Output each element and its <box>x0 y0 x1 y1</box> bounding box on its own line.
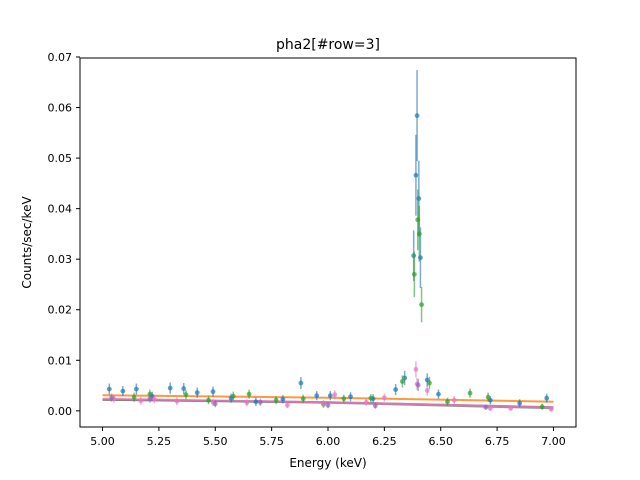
data-point-series-3-6 <box>244 400 250 406</box>
data-point-series-1-8 <box>210 389 216 395</box>
data-point-series-4-4 <box>257 399 263 405</box>
data-point-series-2-15 <box>416 231 422 237</box>
data-point-series-2-6 <box>246 391 252 397</box>
x-tick-label: 5.50 <box>203 435 228 448</box>
x-tick-label: 7.00 <box>541 435 566 448</box>
data-point-series-1-25 <box>436 391 441 397</box>
data-point-series-2-3 <box>183 392 189 398</box>
x-tick-label: 5.75 <box>259 435 284 448</box>
data-point-series-1-3 <box>133 386 139 392</box>
data-point-series-2-13 <box>411 271 417 277</box>
data-point-series-3-15 <box>451 397 457 403</box>
data-point-series-1-5 <box>167 385 173 391</box>
data-point-series-4-6 <box>372 403 378 409</box>
x-axis-label: Energy (keV) <box>289 456 366 470</box>
data-point-series-1-12 <box>298 380 304 386</box>
data-point-series-1-14 <box>327 393 333 399</box>
data-point-series-4-8 <box>483 404 489 410</box>
data-point-series-1-2 <box>120 388 126 394</box>
data-points <box>106 70 554 412</box>
x-tick-label: 6.75 <box>485 435 510 448</box>
data-point-series-1-15 <box>348 394 353 400</box>
y-tick-label: 0.00 <box>48 405 73 418</box>
data-point-series-1-7 <box>194 390 200 396</box>
y-tick-label: 0.04 <box>48 203 73 216</box>
data-point-series-1-20 <box>413 172 419 178</box>
data-point-series-4-3 <box>212 401 218 407</box>
data-point-series-3-7 <box>285 402 290 408</box>
x-tick-label: 5.25 <box>147 435 172 448</box>
data-point-series-2-4 <box>206 397 211 403</box>
data-point-series-3-4 <box>174 398 180 404</box>
data-point-series-3-2 <box>138 398 144 404</box>
data-point-series-2-17 <box>427 380 432 386</box>
y-axis-label: Counts/sec/keV <box>20 196 34 289</box>
data-point-series-2-5 <box>230 393 236 399</box>
data-point-series-3-11 <box>381 395 387 401</box>
data-point-series-3-12 <box>413 366 419 372</box>
data-point-series-3-17 <box>508 405 514 411</box>
data-point-series-3-8 <box>321 401 326 407</box>
data-point-series-2-16 <box>419 302 424 308</box>
data-point-series-1-27 <box>517 400 523 406</box>
data-point-series-3-3 <box>152 396 157 402</box>
data-point-series-1-11 <box>280 396 286 402</box>
x-tick-label: 6.50 <box>428 435 453 448</box>
data-point-series-4-1 <box>109 395 114 401</box>
y-tick-label: 0.06 <box>48 102 73 115</box>
data-point-series-1-28 <box>544 395 550 401</box>
data-point-series-1-1 <box>106 386 112 392</box>
data-point-series-1-13 <box>314 393 320 399</box>
y-tick-label: 0.05 <box>48 152 73 165</box>
chart-title: pha2[#row=3] <box>276 37 380 53</box>
data-point-series-2-1 <box>131 394 137 400</box>
data-point-series-2-2 <box>147 391 153 397</box>
data-point-series-1-6 <box>181 386 187 391</box>
data-point-series-2-19 <box>467 390 473 396</box>
y-tick-label: 0.07 <box>48 51 73 64</box>
data-point-series-3-14 <box>424 388 430 394</box>
data-point-series-3-16 <box>487 405 493 411</box>
data-point-series-3-10 <box>363 399 369 405</box>
data-point-series-4-5 <box>325 402 331 408</box>
y-tick-label: 0.03 <box>48 253 73 266</box>
model-line-1 <box>102 394 554 403</box>
data-point-series-2-18 <box>445 399 450 405</box>
x-tick-label: 6.00 <box>316 435 341 448</box>
data-point-series-3-18 <box>548 406 554 412</box>
data-point-series-1-18 <box>402 375 408 381</box>
y-tick-label: 0.02 <box>48 304 73 317</box>
data-point-series-3-9 <box>332 392 338 398</box>
data-point-series-4-7 <box>415 382 421 388</box>
data-point-series-2-7 <box>273 397 279 403</box>
x-axis-ticks: 5.00 5.25 5.50 5.75 6.00 6.25 6.50 6.75 7.00 <box>90 427 566 448</box>
data-point-series-2-10 <box>341 396 347 402</box>
x-tick-label: 5.00 <box>90 435 115 448</box>
data-point-series-2-8 <box>300 396 306 402</box>
y-tick-label: 0.01 <box>48 354 73 367</box>
data-point-series-1-21 <box>414 113 420 119</box>
data-point-series-1-10 <box>253 399 259 405</box>
data-point-series-1-17 <box>393 387 399 392</box>
x-tick-label: 6.25 <box>372 435 397 448</box>
data-point-series-2-12 <box>400 379 405 384</box>
data-point-series-2-21 <box>539 404 545 410</box>
data-point-series-2-11 <box>368 395 374 401</box>
data-point-series-2-20 <box>485 394 491 400</box>
y-axis-ticks: 0.00 0.01 0.02 0.03 0.04 0.05 0.06 0.07 <box>48 51 80 418</box>
data-point-series-4-2 <box>147 396 153 402</box>
